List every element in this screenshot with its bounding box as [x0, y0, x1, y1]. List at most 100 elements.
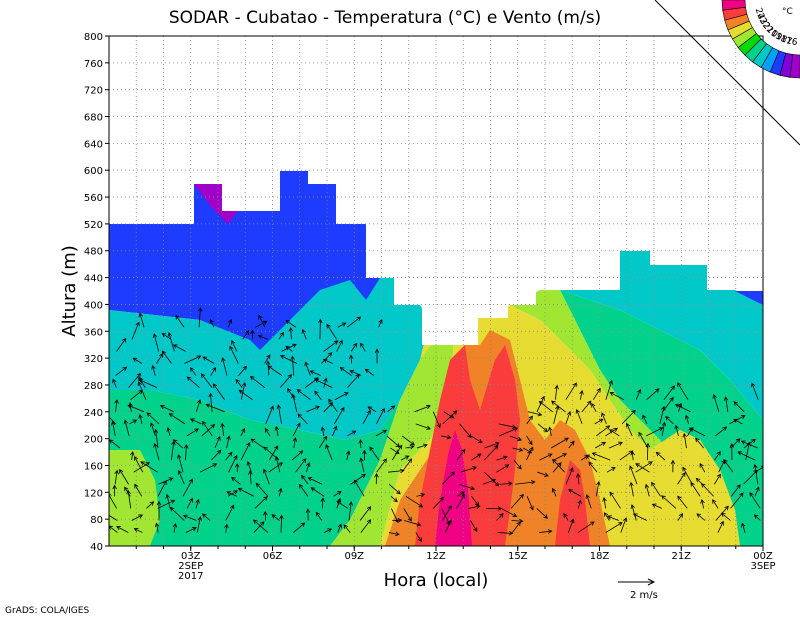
wind-arrowhead	[610, 467, 616, 472]
wind-arrowhead	[472, 466, 477, 471]
wind-arrowhead	[699, 462, 704, 468]
wind-arrowhead	[735, 438, 741, 443]
wind-arrowhead	[248, 470, 253, 475]
wind-arrow	[733, 401, 745, 413]
wind-arrow	[696, 513, 706, 521]
wind-arrow	[733, 419, 743, 425]
wind-arrow	[247, 461, 252, 473]
wind-arrowhead	[195, 498, 200, 504]
wind-arrowhead	[504, 464, 510, 469]
wind-arrow	[723, 459, 734, 473]
wind-arrowhead	[601, 442, 607, 447]
wind-arrow	[225, 452, 233, 461]
wind-arrow	[675, 404, 691, 413]
wind-arrow	[751, 383, 759, 400]
wind-arrow	[539, 453, 553, 461]
wind-arrow	[326, 324, 337, 340]
wind-arrowhead	[238, 389, 244, 395]
wind-arrowhead	[547, 529, 553, 534]
wind-arrow	[306, 406, 320, 413]
wind-arrowhead	[327, 528, 333, 533]
wind-arrowhead	[670, 385, 675, 391]
wind-arrowhead	[543, 514, 548, 519]
y-tick-label: 520	[84, 220, 103, 231]
x-tick-label: 09Z	[344, 551, 364, 562]
wind-arrow	[129, 419, 137, 425]
wind-arrow	[441, 471, 455, 485]
wind-arrowhead	[130, 451, 135, 456]
wind-arrow	[441, 505, 452, 521]
wind-arrowhead	[233, 490, 238, 495]
wind-arrow	[754, 514, 761, 521]
y-tick-label: 400	[84, 300, 103, 311]
wind-arrowhead	[585, 454, 591, 459]
wind-arrowhead	[570, 440, 575, 446]
wind-arrow	[177, 454, 184, 473]
wind-arrowhead	[609, 391, 615, 396]
wind-arrowhead	[410, 441, 415, 446]
y-axis-title: Altura (m)	[59, 245, 80, 337]
wind-arrow	[714, 451, 721, 461]
wind-arrow	[109, 525, 118, 533]
wind-arrowhead	[585, 494, 590, 499]
wind-arrowhead	[630, 450, 635, 456]
wind-arrow	[332, 426, 337, 437]
wind-arrow	[161, 350, 172, 364]
wind-arrow	[690, 482, 701, 497]
wind-arrow	[586, 454, 597, 461]
wind-arrow	[160, 405, 174, 413]
wind-arrow	[305, 362, 311, 376]
wind-arrow	[295, 458, 307, 473]
wind-arrow	[156, 353, 164, 364]
wind-arrowhead	[588, 461, 593, 467]
wind-arrow	[460, 466, 477, 473]
wind-arrow	[258, 315, 266, 328]
wind-arrowhead	[658, 427, 664, 432]
wind-arrow	[328, 399, 338, 413]
y-axis: 40 80 120 160 200 240 280 320 360 400 440 480 520 560…	[84, 32, 109, 553]
wind-arrow	[314, 379, 333, 388]
wind-arrowhead	[287, 387, 292, 393]
wind-arrowhead	[426, 425, 431, 430]
wind-arrowhead	[278, 462, 284, 467]
wind-arrowhead	[417, 537, 422, 542]
wind-arrowhead	[366, 506, 372, 511]
wind-arrow	[268, 445, 279, 461]
wind-arrowhead	[274, 425, 280, 431]
wind-arrow	[685, 415, 689, 424]
wind-arrow	[170, 507, 185, 521]
wind-arrowhead	[323, 377, 328, 383]
wind-arrow	[263, 469, 270, 485]
wind-arrow	[390, 508, 399, 523]
wind-arrow	[281, 344, 297, 352]
wind-arrow	[297, 413, 308, 425]
wind-arrow	[202, 513, 211, 521]
wind-arrowhead	[110, 420, 116, 426]
wind-arrowhead	[200, 373, 206, 378]
wind-arrow	[134, 456, 144, 473]
wind-arrowhead	[249, 376, 255, 381]
wind-arrowhead	[382, 458, 387, 463]
wind-arrow	[699, 463, 706, 473]
wind-arrowhead	[529, 446, 534, 452]
wind-arrow	[552, 462, 562, 473]
wind-arrowhead	[292, 437, 298, 442]
wind-arrowhead	[420, 492, 426, 498]
band-23b	[555, 460, 590, 546]
wind-arrow	[369, 446, 380, 461]
wind-arrowhead	[503, 455, 508, 460]
wind-arrowhead	[314, 390, 319, 396]
wind-arrow	[594, 418, 604, 425]
wind-arrowhead	[300, 522, 306, 527]
wind-arrow	[132, 357, 143, 364]
wind-arrowhead	[719, 520, 724, 526]
wind-arrowhead	[394, 449, 400, 455]
wind-arrowhead	[127, 404, 133, 409]
wind-arrowhead	[603, 512, 609, 517]
wind-arrow	[471, 453, 482, 461]
wind-arrowhead	[150, 422, 155, 428]
wind-arrowhead	[208, 392, 213, 398]
wind-arrow	[619, 450, 633, 461]
